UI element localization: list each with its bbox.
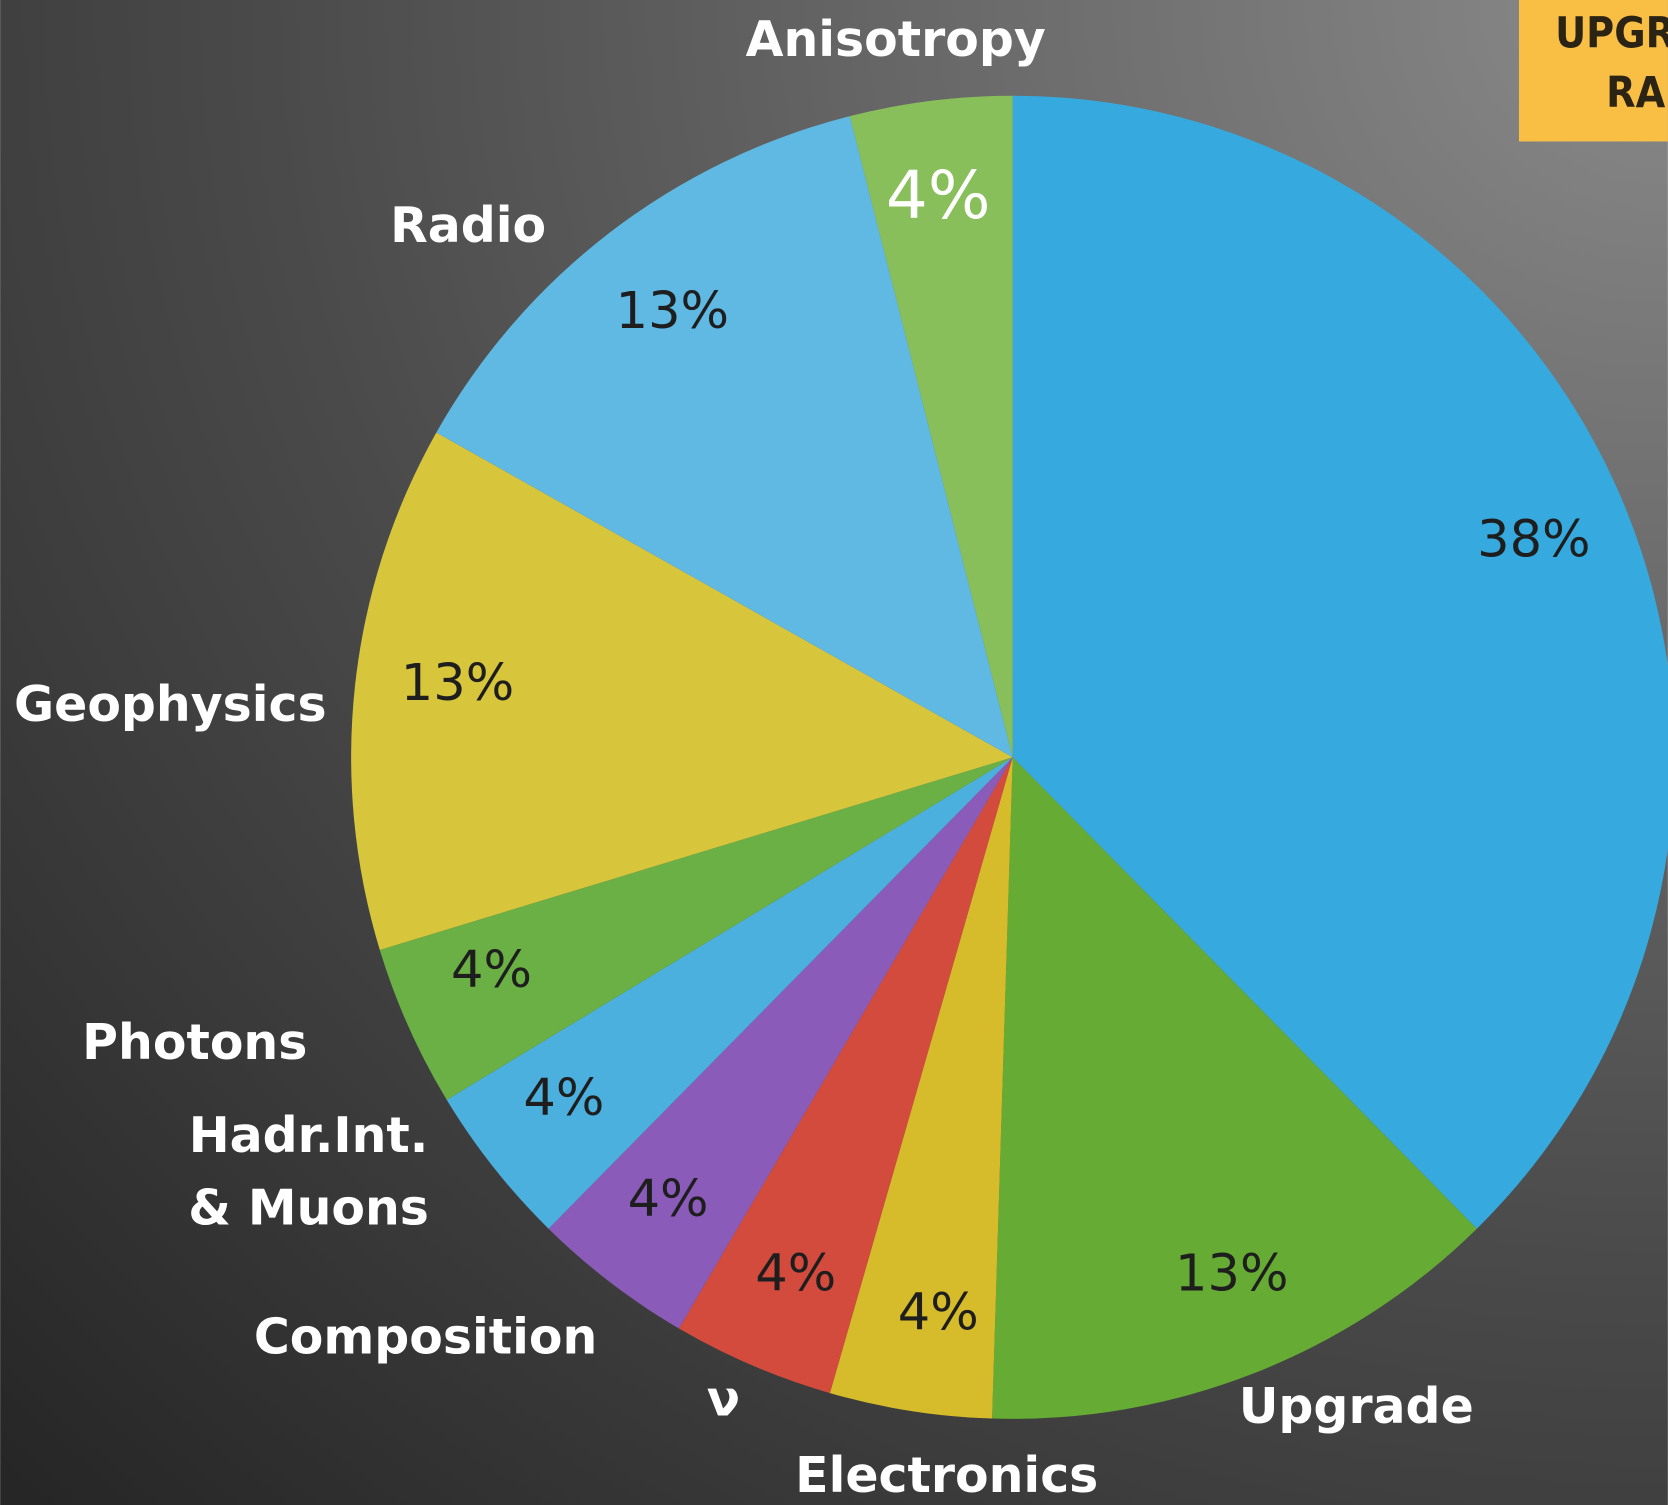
category-label: Composition	[254, 1309, 598, 1366]
value-label: 4%	[886, 157, 991, 234]
pie-slice	[678, 757, 1013, 1394]
corner-badge	[1518, 0, 1668, 142]
category-label: Upgrade	[1239, 1378, 1474, 1435]
pie-slice	[548, 757, 1013, 1329]
pie	[351, 95, 1668, 1419]
pie-slice	[436, 116, 1013, 758]
value-label: 4%	[898, 1284, 979, 1343]
value-label: 4%	[628, 1170, 709, 1229]
value-label: 4%	[755, 1244, 836, 1303]
pie-slice	[351, 432, 1013, 950]
category-label: ν	[707, 1370, 740, 1427]
value-label: 4%	[523, 1069, 604, 1128]
pie-slice	[1012, 95, 1668, 1229]
value-label: 13%	[401, 654, 514, 713]
category-label: Hadr.Int. & Muons	[188, 1107, 429, 1236]
category-label: Anisotropy	[746, 11, 1046, 68]
annotation: RAD	[1606, 69, 1668, 118]
category-label: Geophysics	[14, 676, 327, 733]
pie-slice	[829, 757, 1013, 1419]
pie-slice	[379, 757, 1013, 1100]
value-label: 4%	[451, 941, 532, 1000]
value-label: 13%	[616, 282, 729, 341]
value-label: 13%	[1175, 1244, 1288, 1303]
category-label: Electronics	[795, 1447, 1098, 1504]
category-label: Photons	[82, 1014, 307, 1071]
pie-slice	[849, 95, 1013, 758]
category-label: Radio	[390, 197, 546, 254]
pie-slice	[446, 757, 1013, 1229]
pie-slice	[992, 757, 1477, 1419]
value-label: 38%	[1477, 510, 1590, 569]
